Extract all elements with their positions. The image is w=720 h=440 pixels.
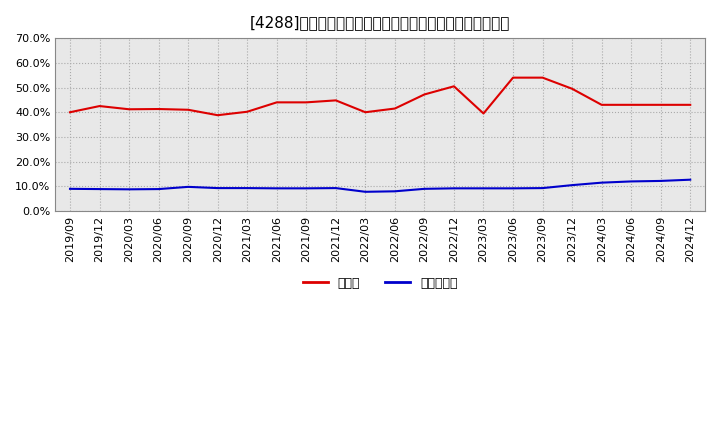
現頑金 xyxy=(95,103,104,109)
現頑金 xyxy=(509,75,518,80)
有利子負債 xyxy=(213,185,222,191)
現頑金 xyxy=(302,100,310,105)
有利子負債 xyxy=(361,189,369,194)
現頑金 xyxy=(125,106,133,112)
有利子負債 xyxy=(509,186,518,191)
有利子負債 xyxy=(302,186,310,191)
有利子負債 xyxy=(331,185,340,191)
現頑金 xyxy=(598,102,606,107)
現頑金 xyxy=(480,111,488,116)
有利子負債 xyxy=(390,189,399,194)
現頑金 xyxy=(420,92,428,97)
現頑金 xyxy=(539,75,547,80)
有利子負債 xyxy=(95,187,104,192)
有利子負債 xyxy=(154,187,163,192)
有利子負債 xyxy=(598,180,606,185)
現頑金 xyxy=(449,84,458,89)
有利子負債 xyxy=(568,183,577,188)
有利子負債 xyxy=(66,186,74,191)
有利子負債 xyxy=(657,178,665,183)
有利子負債 xyxy=(125,187,133,192)
現頑金 xyxy=(184,107,192,112)
有利子負債 xyxy=(243,185,251,191)
現頑金 xyxy=(568,86,577,92)
有利子負債 xyxy=(272,186,281,191)
Line: 現頑金: 現頑金 xyxy=(70,77,690,115)
現頑金 xyxy=(154,106,163,112)
現頑金 xyxy=(213,113,222,118)
有利子負債 xyxy=(480,186,488,191)
現頑金 xyxy=(657,102,665,107)
有利子負債 xyxy=(184,184,192,190)
有利子負債 xyxy=(627,179,636,184)
現頑金 xyxy=(66,110,74,115)
現頑金 xyxy=(331,98,340,103)
現頑金 xyxy=(686,102,695,107)
有利子負債 xyxy=(449,186,458,191)
現頑金 xyxy=(627,102,636,107)
有利子負債 xyxy=(420,186,428,191)
現頑金 xyxy=(272,100,281,105)
Line: 有利子負債: 有利子負債 xyxy=(70,180,690,192)
現頑金 xyxy=(390,106,399,111)
有利子負債 xyxy=(539,185,547,191)
有利子負債 xyxy=(686,177,695,182)
Title: [4288]　現頑金、有利子負債の総資産に対する比率の推移: [4288] 現頑金、有利子負債の総資産に対する比率の推移 xyxy=(250,15,510,30)
Legend: 現頑金, 有利子負債: 現頑金, 有利子負債 xyxy=(297,272,463,295)
現頑金 xyxy=(243,109,251,114)
現頑金 xyxy=(361,110,369,115)
